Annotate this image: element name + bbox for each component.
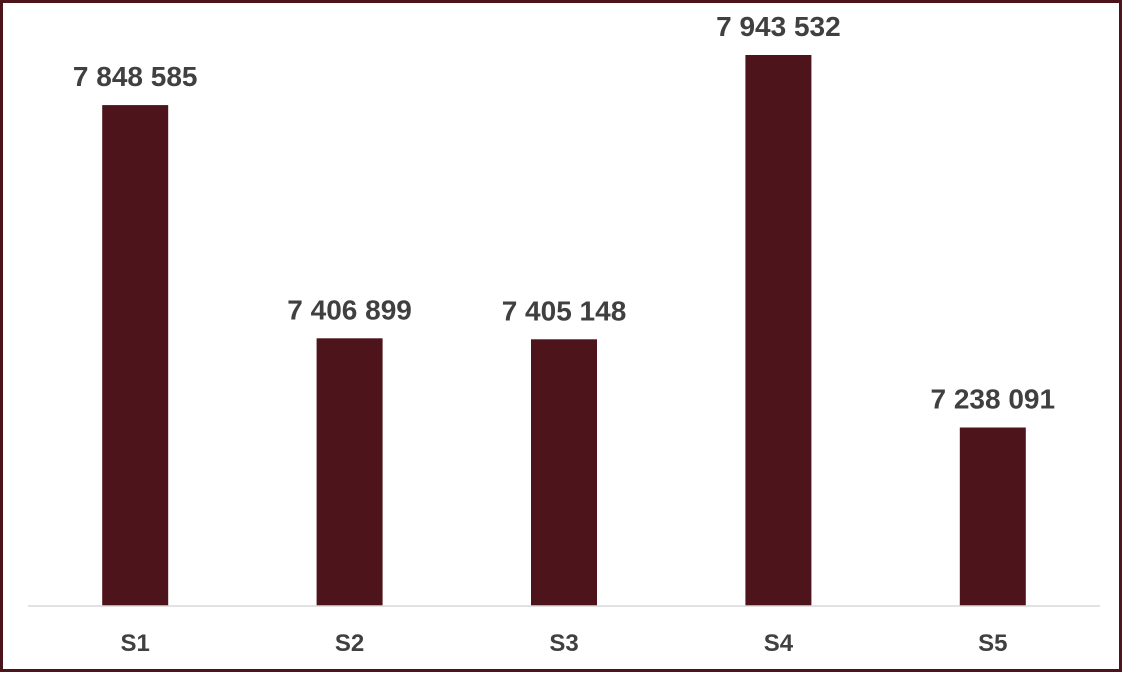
data-label-s1: 7 848 585	[73, 61, 198, 92]
bar-s1	[102, 105, 169, 606]
bar-s4	[745, 55, 812, 606]
x-tick-label-s2: S2	[335, 630, 364, 657]
data-label-s3: 7 405 148	[502, 295, 627, 326]
bar-chart: 7 848 585 7 406 899 7 405 148 7 943 532 7 23…	[28, 11, 1100, 657]
bar-s5	[959, 427, 1026, 606]
x-tick-label-s4: S4	[764, 630, 794, 657]
data-label-s5: 7 238 091	[931, 384, 1056, 415]
x-tick-labels-layer: S1 S2 S3 S4 S5	[121, 630, 1008, 657]
x-tick-label-s5: S5	[978, 630, 1007, 657]
data-labels-layer: 7 848 585 7 406 899 7 405 148 7 943 532 7 23…	[73, 11, 1055, 415]
data-label-s4: 7 943 532	[716, 11, 841, 42]
bar-s3	[531, 339, 597, 606]
x-tick-label-s3: S3	[549, 630, 578, 657]
bars-layer	[102, 55, 1026, 606]
data-label-s2: 7 406 899	[287, 294, 412, 325]
x-tick-label-s1: S1	[121, 630, 150, 657]
bar-s2	[316, 338, 383, 606]
